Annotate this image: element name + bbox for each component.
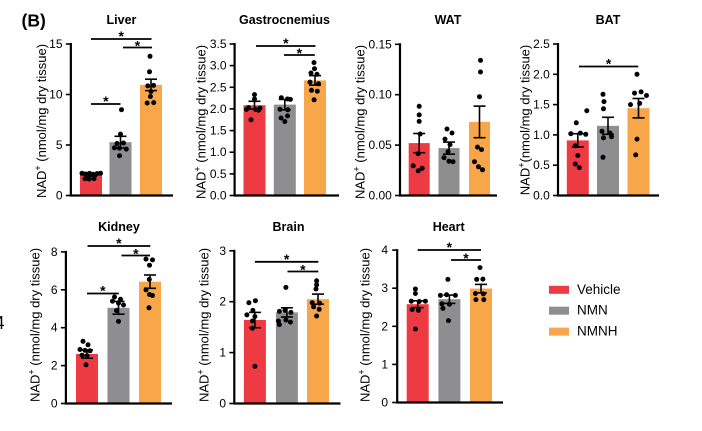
svg-text:3: 3	[381, 281, 388, 295]
svg-text:2.5: 2.5	[533, 37, 550, 51]
svg-text:0.0: 0.0	[533, 189, 550, 203]
svg-text:*: *	[300, 262, 306, 278]
svg-text:NMN: NMN	[577, 303, 608, 318]
svg-text:3: 3	[219, 244, 226, 258]
svg-text:*: *	[118, 28, 124, 44]
svg-text:NAD+ (nmol/mg dry tissue): NAD+ (nmol/mg dry tissue)	[27, 248, 43, 402]
svg-text:*: *	[100, 283, 106, 299]
svg-text:*: *	[447, 239, 453, 255]
svg-text:2: 2	[381, 319, 388, 333]
svg-text:6: 6	[51, 283, 58, 297]
svg-text:Brain: Brain	[273, 220, 305, 234]
svg-text:8: 8	[51, 245, 58, 259]
svg-text:Heart: Heart	[433, 220, 466, 234]
svg-text:NAD+ (nmol/mg dry tissue): NAD+ (nmol/mg dry tissue)	[193, 45, 209, 199]
svg-text:1: 1	[219, 346, 226, 360]
svg-text:*: *	[463, 250, 469, 266]
svg-text:1.0: 1.0	[210, 145, 227, 159]
svg-text:1: 1	[381, 357, 388, 371]
svg-text:*: *	[606, 56, 612, 72]
svg-text:NMNH: NMNH	[577, 324, 618, 339]
svg-text:(B): (B)	[22, 11, 46, 31]
svg-text:0: 0	[219, 397, 226, 411]
svg-text:Liver: Liver	[107, 13, 137, 27]
svg-text:1.5: 1.5	[533, 98, 550, 112]
svg-text:1.5: 1.5	[210, 124, 227, 138]
svg-text:BAT: BAT	[596, 13, 621, 27]
svg-text:*: *	[283, 35, 289, 51]
svg-text:NAD+ (nmol/mg dry tissue): NAD+ (nmol/mg dry tissue)	[352, 45, 368, 199]
svg-text:*: *	[116, 235, 122, 251]
svg-text:3.0: 3.0	[210, 59, 227, 73]
svg-text:0.05: 0.05	[368, 138, 392, 152]
svg-text:0.5: 0.5	[210, 167, 227, 181]
svg-text:NAD+ (nmol/mg dry tissue): NAD+ (nmol/mg dry tissue)	[33, 44, 49, 198]
svg-text:NAD+ (nmol/mg dry tissue): NAD+ (nmol/mg dry tissue)	[357, 248, 373, 402]
svg-text:*: *	[297, 45, 303, 61]
svg-text:4: 4	[51, 321, 58, 335]
svg-text:4: 4	[0, 313, 5, 333]
svg-text:*: *	[103, 93, 109, 109]
svg-text:0.00: 0.00	[368, 189, 392, 203]
svg-text:NAD+(nmol/mg dry tissue): NAD+(nmol/mg dry tissue)	[517, 45, 533, 195]
svg-text:0.10: 0.10	[368, 88, 392, 102]
svg-text:0.15: 0.15	[368, 37, 392, 51]
svg-text:4: 4	[381, 243, 388, 257]
svg-text:2: 2	[51, 359, 58, 373]
svg-text:*: *	[284, 251, 290, 267]
svg-text:10: 10	[49, 88, 63, 102]
svg-text:1.0: 1.0	[533, 128, 550, 142]
svg-text:5: 5	[56, 138, 63, 152]
svg-text:0: 0	[381, 396, 388, 410]
svg-text:2.0: 2.0	[210, 102, 227, 116]
svg-text:Kidney: Kidney	[98, 220, 140, 234]
svg-text:2.5: 2.5	[210, 80, 227, 94]
svg-text:2.0: 2.0	[533, 67, 550, 81]
svg-text:0.5: 0.5	[533, 158, 550, 172]
svg-text:2: 2	[219, 295, 226, 309]
svg-text:15: 15	[49, 37, 63, 51]
svg-text:WAT: WAT	[435, 13, 462, 27]
svg-text:Gastrocnemius: Gastrocnemius	[239, 13, 330, 27]
svg-text:3.5: 3.5	[210, 37, 227, 51]
svg-text:*: *	[135, 38, 141, 54]
svg-text:Vehicle: Vehicle	[577, 282, 621, 297]
svg-text:NAD+ (nmol/mg dry tissue): NAD+ (nmol/mg dry tissue)	[196, 248, 212, 402]
svg-text:0: 0	[56, 189, 63, 203]
svg-text:0.0: 0.0	[210, 189, 227, 203]
svg-text:*: *	[133, 246, 139, 262]
svg-text:0: 0	[51, 397, 58, 411]
